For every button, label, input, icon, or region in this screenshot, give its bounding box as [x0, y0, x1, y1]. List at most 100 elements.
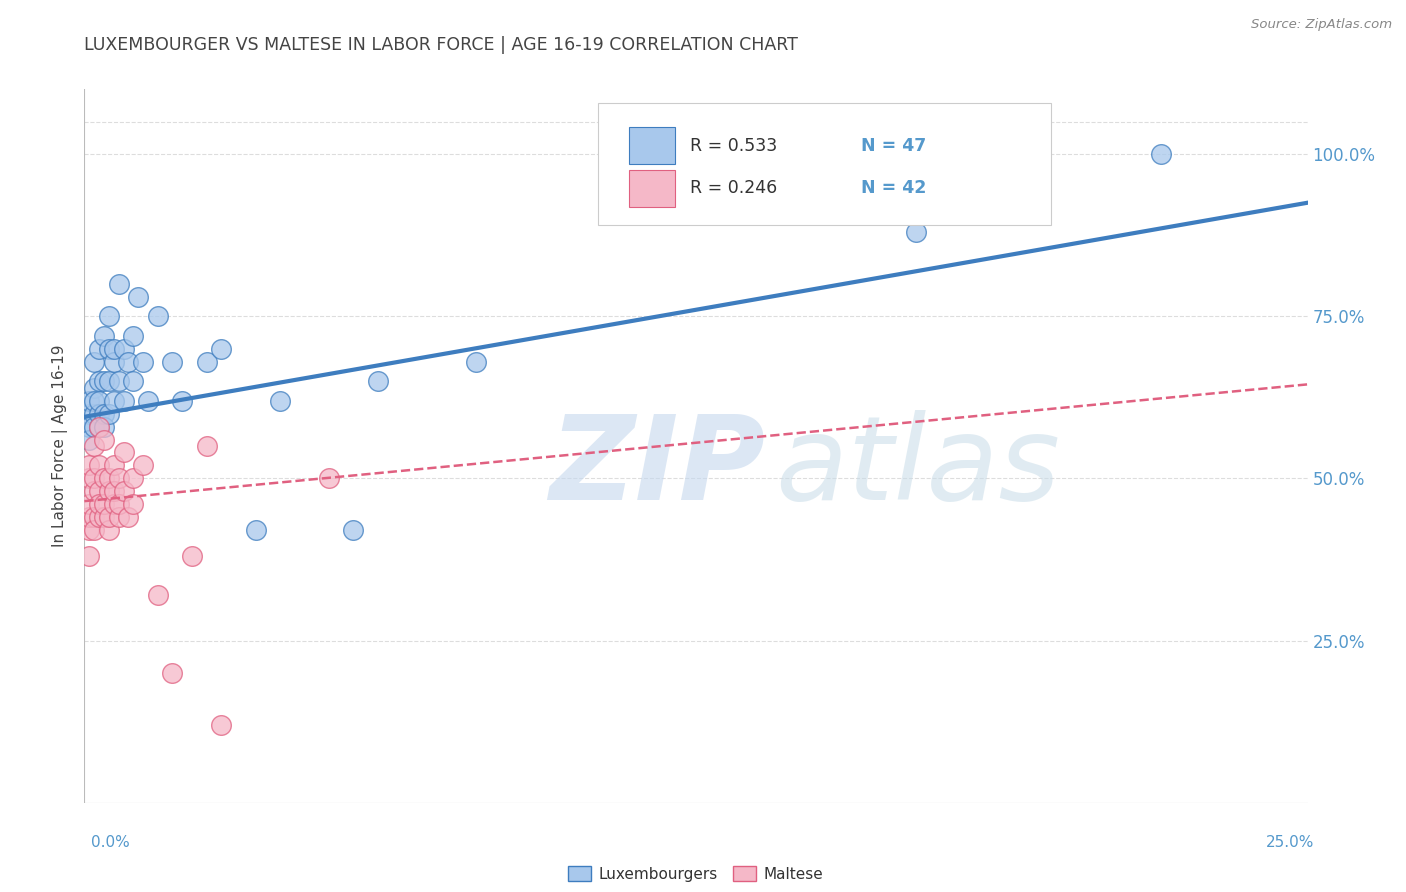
Point [209, 342, 232, 356]
Point [97, 310, 120, 324]
Point [103, 342, 125, 356]
Point [107, 497, 129, 511]
Point [77, 433, 100, 447]
Point [1150, 147, 1173, 161]
Point [83, 439, 105, 453]
Point [87, 342, 110, 356]
Point [77, 497, 100, 511]
Text: ZIP: ZIP [550, 410, 765, 524]
Point [103, 497, 125, 511]
Point [103, 393, 125, 408]
Point [97, 510, 120, 524]
Point [77, 510, 100, 524]
Point [93, 510, 115, 524]
Point [83, 393, 105, 408]
Point [83, 381, 105, 395]
Point [87, 510, 110, 524]
Point [83, 407, 105, 421]
Point [269, 393, 291, 408]
Text: N = 42: N = 42 [860, 179, 927, 197]
Point [464, 354, 486, 368]
Point [87, 419, 110, 434]
Point [93, 471, 115, 485]
Text: atlas: atlas [776, 410, 1060, 524]
Point [77, 458, 100, 473]
Point [93, 407, 115, 421]
Point [77, 407, 100, 421]
Point [87, 393, 110, 408]
Point [87, 484, 110, 499]
Point [77, 524, 100, 538]
Point [93, 419, 115, 434]
Point [93, 497, 115, 511]
Point [132, 354, 155, 368]
Point [97, 374, 120, 388]
Point [83, 484, 105, 499]
FancyBboxPatch shape [628, 169, 675, 207]
Point [83, 354, 105, 368]
Point [122, 374, 145, 388]
Point [146, 310, 169, 324]
Point [122, 497, 145, 511]
Point [87, 407, 110, 421]
Point [83, 524, 105, 538]
Text: R = 0.246: R = 0.246 [690, 179, 778, 197]
Point [112, 393, 135, 408]
Point [97, 471, 120, 485]
Point [103, 354, 125, 368]
Point [112, 445, 135, 459]
Text: 0.0%: 0.0% [91, 836, 131, 850]
Y-axis label: In Labor Force | Age 16-19: In Labor Force | Age 16-19 [52, 344, 69, 548]
Point [77, 549, 100, 564]
Point [103, 484, 125, 499]
Point [367, 374, 389, 388]
Point [107, 277, 129, 291]
Point [132, 458, 155, 473]
Point [87, 419, 110, 434]
Point [172, 393, 194, 408]
Point [77, 419, 100, 434]
Point [97, 484, 120, 499]
Point [318, 471, 340, 485]
Legend: Luxembourgers, Maltese: Luxembourgers, Maltese [562, 860, 830, 888]
Point [162, 666, 184, 681]
Text: LUXEMBOURGER VS MALTESE IN LABOR FORCE | AGE 16-19 CORRELATION CHART: LUXEMBOURGER VS MALTESE IN LABOR FORCE |… [84, 36, 799, 54]
Point [93, 328, 115, 343]
Point [107, 374, 129, 388]
Point [122, 328, 145, 343]
Point [107, 510, 129, 524]
Point [117, 354, 139, 368]
Point [93, 374, 115, 388]
Point [146, 588, 169, 602]
Point [245, 524, 267, 538]
Point [342, 524, 364, 538]
Text: R = 0.533: R = 0.533 [690, 136, 778, 154]
Point [87, 374, 110, 388]
FancyBboxPatch shape [598, 103, 1050, 225]
Point [112, 342, 135, 356]
Text: Source: ZipAtlas.com: Source: ZipAtlas.com [1251, 18, 1392, 31]
Text: N = 47: N = 47 [860, 136, 927, 154]
Point [77, 393, 100, 408]
Point [87, 497, 110, 511]
Point [83, 419, 105, 434]
Point [905, 225, 928, 239]
Point [107, 471, 129, 485]
Point [97, 342, 120, 356]
Point [136, 393, 159, 408]
Point [117, 510, 139, 524]
Point [127, 290, 149, 304]
Point [162, 354, 184, 368]
Point [97, 407, 120, 421]
FancyBboxPatch shape [628, 127, 675, 164]
Point [87, 458, 110, 473]
Point [97, 524, 120, 538]
Point [195, 354, 218, 368]
Point [122, 471, 145, 485]
Point [195, 439, 218, 453]
Point [77, 471, 100, 485]
Point [103, 458, 125, 473]
Point [83, 510, 105, 524]
Point [181, 549, 204, 564]
Text: 25.0%: 25.0% [1267, 836, 1315, 850]
